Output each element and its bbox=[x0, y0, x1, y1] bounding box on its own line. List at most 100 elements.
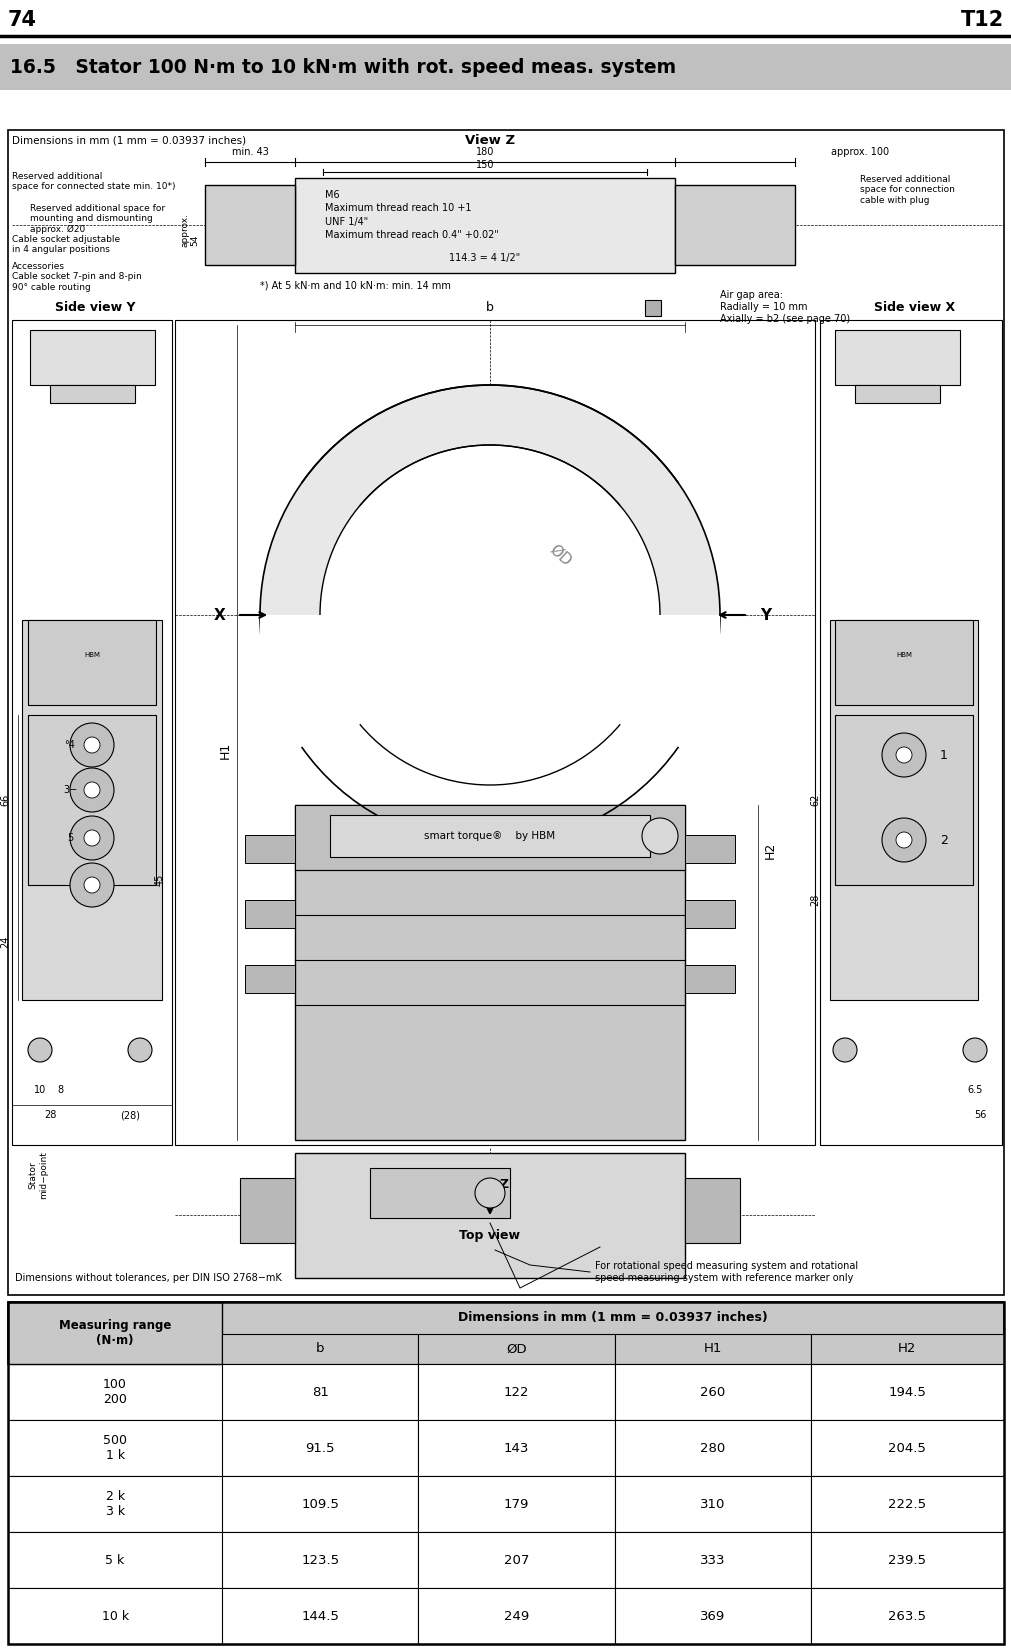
Circle shape bbox=[832, 1038, 856, 1062]
Bar bbox=[8, 1420, 1003, 1476]
Bar bbox=[240, 1179, 295, 1243]
Text: For rotational speed measuring system and rotational
speed measuring system with: For rotational speed measuring system an… bbox=[594, 1261, 857, 1283]
Circle shape bbox=[84, 877, 100, 893]
Bar bbox=[418, 1364, 614, 1420]
Text: 333: 333 bbox=[700, 1554, 725, 1567]
Text: Maximum thread reach 10 +1: Maximum thread reach 10 +1 bbox=[325, 203, 471, 213]
Text: Top view: Top view bbox=[459, 1230, 520, 1243]
Bar bbox=[829, 621, 977, 1001]
Bar bbox=[674, 185, 795, 266]
Bar bbox=[222, 1588, 418, 1644]
Bar bbox=[8, 1303, 1003, 1364]
Text: 10 k: 10 k bbox=[101, 1610, 128, 1623]
Text: 369: 369 bbox=[700, 1610, 725, 1623]
Text: 249: 249 bbox=[503, 1610, 529, 1623]
Bar bbox=[834, 330, 959, 385]
Text: 207: 207 bbox=[503, 1554, 529, 1567]
Circle shape bbox=[319, 446, 659, 784]
Text: 2 k
3 k: 2 k 3 k bbox=[105, 1489, 124, 1517]
Bar bbox=[330, 816, 649, 857]
Text: 109.5: 109.5 bbox=[301, 1497, 339, 1511]
Text: 81: 81 bbox=[311, 1385, 329, 1398]
Text: Air gap area:
Radially = 10 mm
Axially = b2 (see page 70): Air gap area: Radially = 10 mm Axially =… bbox=[719, 291, 849, 324]
Bar bbox=[222, 1334, 418, 1364]
Circle shape bbox=[70, 768, 114, 812]
Bar bbox=[222, 1364, 418, 1420]
Text: ØD: ØD bbox=[506, 1342, 527, 1355]
Bar bbox=[8, 130, 1003, 1294]
Circle shape bbox=[260, 385, 719, 845]
Bar bbox=[834, 621, 972, 705]
Bar bbox=[0, 45, 1011, 91]
Bar bbox=[295, 178, 674, 272]
Text: 16.5   Stator 100 N·m to 10 kN·m with rot. speed meas. system: 16.5 Stator 100 N·m to 10 kN·m with rot.… bbox=[10, 58, 675, 76]
Text: M6: M6 bbox=[325, 190, 340, 200]
Text: b: b bbox=[485, 300, 493, 314]
Text: HBM: HBM bbox=[895, 652, 911, 659]
Text: Z: Z bbox=[499, 1179, 509, 1192]
Text: 56: 56 bbox=[973, 1109, 985, 1119]
Text: Side view Y: Side view Y bbox=[55, 300, 135, 314]
Bar bbox=[12, 320, 172, 1146]
Text: 66: 66 bbox=[0, 794, 10, 806]
Bar bbox=[418, 1532, 614, 1588]
Text: 45: 45 bbox=[155, 873, 165, 887]
Text: 122: 122 bbox=[503, 1385, 529, 1398]
Bar bbox=[50, 385, 134, 403]
Text: 5: 5 bbox=[67, 834, 73, 844]
Text: 28: 28 bbox=[43, 1109, 57, 1119]
Text: 143: 143 bbox=[503, 1441, 529, 1455]
Bar bbox=[222, 1476, 418, 1532]
Text: 239.5: 239.5 bbox=[888, 1554, 925, 1567]
Text: 2: 2 bbox=[939, 834, 947, 847]
Text: Maximum thread reach 0.4" +0.02": Maximum thread reach 0.4" +0.02" bbox=[325, 229, 498, 239]
Circle shape bbox=[70, 816, 114, 860]
Text: smart torque®    by HBM: smart torque® by HBM bbox=[424, 830, 555, 840]
Text: View Z: View Z bbox=[464, 134, 515, 147]
Text: approx.: approx. bbox=[180, 213, 189, 248]
Bar bbox=[245, 900, 295, 928]
Text: Side view X: Side view X bbox=[874, 300, 954, 314]
Circle shape bbox=[84, 736, 100, 753]
Bar bbox=[205, 185, 295, 266]
Text: Dimensions in mm (1 mm = 0.03937 inches): Dimensions in mm (1 mm = 0.03937 inches) bbox=[458, 1311, 767, 1324]
Bar bbox=[614, 1334, 810, 1364]
Text: 54: 54 bbox=[190, 234, 199, 246]
Text: 150: 150 bbox=[475, 160, 493, 170]
Bar bbox=[810, 1334, 1003, 1364]
Text: X: X bbox=[213, 608, 224, 622]
Text: 3−: 3− bbox=[63, 784, 77, 796]
Bar bbox=[222, 1420, 418, 1476]
Text: 310: 310 bbox=[700, 1497, 725, 1511]
Text: Accessories
Cable socket 7-pin and 8-pin
90° cable routing: Accessories Cable socket 7-pin and 8-pin… bbox=[12, 263, 142, 292]
Text: 24: 24 bbox=[0, 936, 10, 948]
Text: °4: °4 bbox=[65, 740, 76, 750]
Text: 194.5: 194.5 bbox=[888, 1385, 925, 1398]
Circle shape bbox=[84, 830, 100, 845]
Text: 144.5: 144.5 bbox=[301, 1610, 339, 1623]
Bar bbox=[418, 1420, 614, 1476]
Text: b: b bbox=[315, 1342, 325, 1355]
Circle shape bbox=[895, 746, 911, 763]
Text: 180: 180 bbox=[475, 147, 493, 157]
Text: 179: 179 bbox=[503, 1497, 529, 1511]
Circle shape bbox=[474, 1179, 504, 1209]
Text: 74: 74 bbox=[8, 10, 37, 30]
Text: Cable socket adjustable
in 4 angular positions: Cable socket adjustable in 4 angular pos… bbox=[12, 234, 120, 254]
Bar bbox=[819, 320, 1001, 1146]
Text: 8: 8 bbox=[57, 1085, 63, 1095]
Text: 263.5: 263.5 bbox=[888, 1610, 925, 1623]
Bar bbox=[8, 1476, 1003, 1532]
Circle shape bbox=[895, 832, 911, 849]
Text: Y: Y bbox=[759, 608, 770, 622]
Circle shape bbox=[70, 863, 114, 906]
Bar bbox=[614, 1420, 810, 1476]
Bar bbox=[418, 1588, 614, 1644]
Bar bbox=[644, 300, 660, 315]
Bar bbox=[245, 835, 295, 863]
Bar bbox=[295, 1152, 684, 1278]
Text: H1: H1 bbox=[703, 1342, 721, 1355]
Bar bbox=[370, 1167, 510, 1218]
Bar bbox=[684, 835, 734, 863]
Text: T12: T12 bbox=[959, 10, 1003, 30]
